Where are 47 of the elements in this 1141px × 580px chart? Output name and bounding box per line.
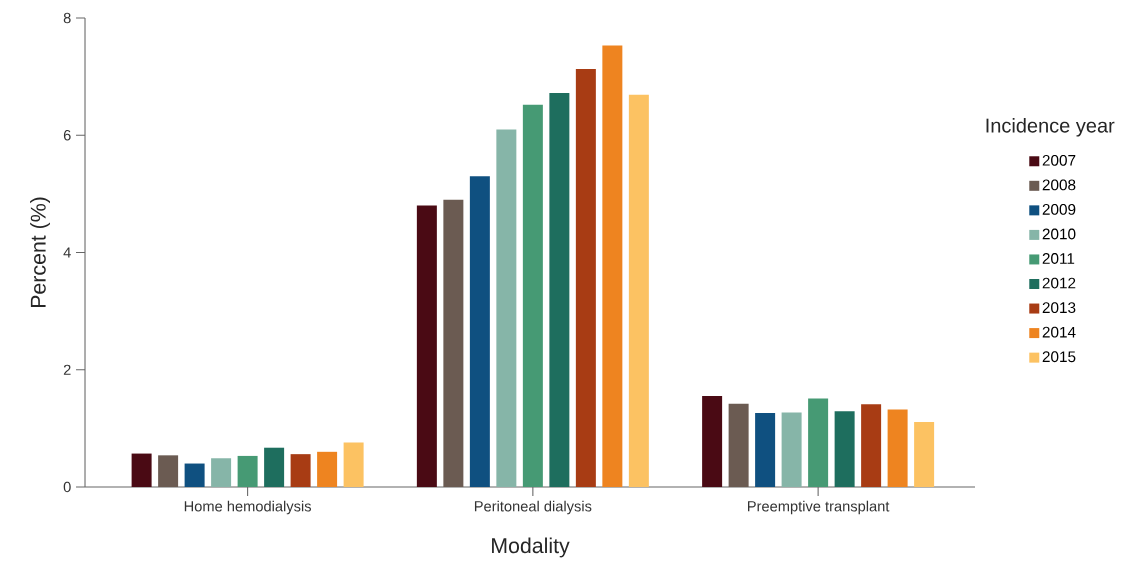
legend-title: Incidence year [986, 117, 1115, 137]
legend-label: 2011 [1042, 253, 1075, 264]
x-axis-title: Modality [492, 537, 570, 558]
y-tick-label: 8 [63, 12, 71, 24]
bar [522, 104, 543, 487]
bar [781, 412, 802, 487]
legend-label: 2012 [1042, 277, 1076, 289]
bar [861, 404, 882, 487]
y-tick-label: 0 [63, 481, 71, 493]
bar [184, 463, 205, 487]
bar [131, 453, 152, 487]
legend-label: 2013 [1042, 302, 1076, 314]
bar [602, 45, 623, 487]
bar [808, 398, 829, 487]
y-axis-title: Percent (%) [30, 197, 50, 308]
bar [914, 421, 935, 487]
bar [628, 94, 649, 487]
bar [575, 69, 596, 487]
legend-label: 2010 [1042, 228, 1076, 240]
bar [755, 413, 776, 487]
bar [264, 447, 285, 487]
legend-label: 2007 [1042, 154, 1076, 166]
x-tick-label: Home hemodialysis [184, 500, 312, 515]
bar [211, 458, 232, 487]
bar [469, 176, 490, 487]
bar [158, 455, 179, 487]
bar [317, 451, 338, 487]
bar [416, 205, 437, 487]
x-tick-label: Peritoneal dialysis [474, 500, 592, 515]
bar [549, 93, 570, 487]
bar [887, 409, 908, 487]
x-tick-label: Preemptive transplant [748, 500, 890, 515]
bar [496, 129, 517, 487]
bar [702, 396, 723, 487]
y-tick-label: 2 [63, 364, 71, 375]
y-tick-label: 6 [63, 130, 71, 141]
legend-label: 2008 [1042, 179, 1076, 191]
legend-label: 2015 [1042, 351, 1076, 363]
bar [728, 403, 749, 487]
bar [237, 455, 258, 487]
bar [443, 199, 464, 487]
legend-label: 2014 [1042, 326, 1076, 338]
bar [343, 442, 364, 487]
bar [834, 411, 855, 487]
bar [290, 454, 311, 487]
legend-label: 2009 [1042, 204, 1076, 215]
y-tick-label: 4 [63, 247, 71, 258]
